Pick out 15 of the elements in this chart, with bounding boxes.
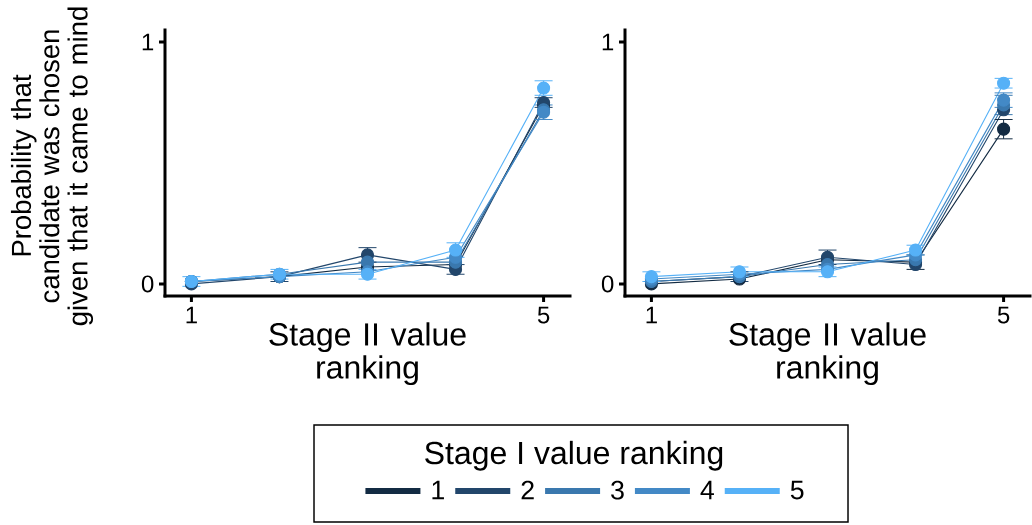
y-axis-title: Probability that candidate was chosen given that it came to mind — [10, 7, 94, 326]
x-axis-title: Stage II value ranking — [729, 322, 926, 386]
x-axis-title: Stage II value ranking — [269, 322, 466, 386]
legend-label: 1 — [432, 480, 444, 500]
y-tick-label: 0 — [601, 275, 614, 293]
legend-title: Stage I value ranking — [425, 440, 723, 471]
y-tick-label: 0 — [141, 275, 154, 293]
legend-label: 2 — [521, 480, 534, 500]
x-tick-label: 1 — [646, 306, 657, 324]
x-tick-label: 5 — [997, 306, 1010, 324]
x-tick-label: 1 — [186, 306, 197, 324]
x-tick-label: 5 — [537, 306, 550, 324]
legend-label: 5 — [790, 480, 804, 500]
legend-label: 3 — [611, 480, 624, 500]
legend-label: 4 — [700, 480, 714, 500]
